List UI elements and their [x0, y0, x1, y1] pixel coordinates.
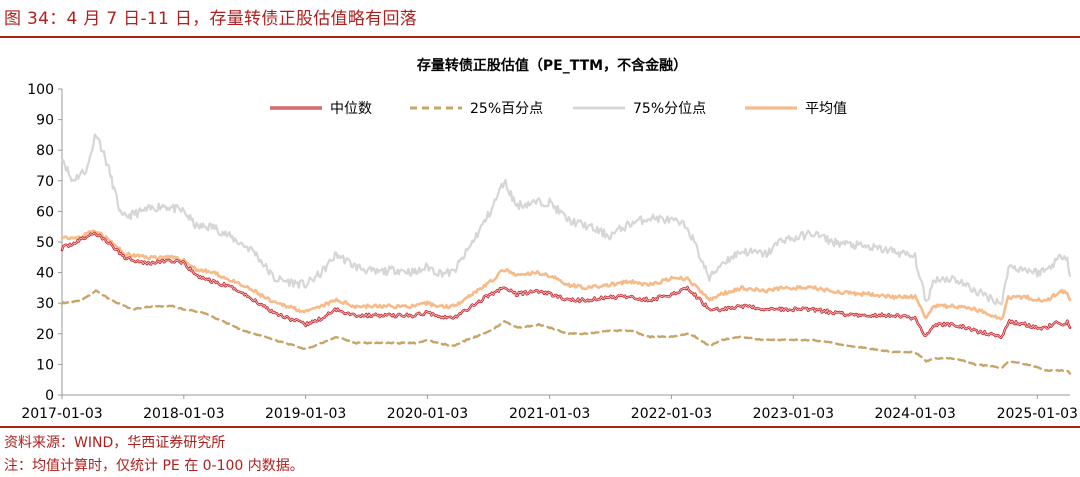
y-tick-label: 60 — [36, 204, 54, 220]
y-tick-label: 70 — [36, 174, 54, 190]
y-tick-label: 10 — [36, 357, 54, 373]
y-tick-label: 90 — [36, 113, 54, 129]
y-tick-label: 30 — [36, 296, 54, 312]
y-tick-label: 40 — [36, 266, 54, 282]
chart-title: 存量转债正股估值（PE_TTM，不含金融） — [417, 57, 687, 74]
series-layer — [60, 133, 1072, 375]
series-orange — [60, 229, 1072, 321]
x-tick-label: 2023-01-03 — [753, 406, 834, 422]
axes: 0 10 20 30 40 50 60 70 80 90 100 2017-01-03 2018-01-… — [21, 82, 1078, 422]
series-line — [60, 133, 1072, 306]
source-note: 资料来源：WIND，华西证券研究所 — [4, 435, 226, 451]
header-rule — [0, 36, 1080, 38]
legend-item: 25%百分点 — [410, 101, 543, 117]
x-tick-label: 2018-01-03 — [143, 406, 224, 422]
x-tick-label: 2020-01-03 — [387, 406, 468, 422]
series-double-red — [60, 231, 1072, 339]
y-tick-label: 100 — [27, 82, 54, 98]
legend-label: 中位数 — [330, 101, 372, 117]
series-grey — [60, 133, 1072, 306]
legend-label: 25%百分点 — [470, 101, 543, 117]
legend-item: 75%分位点 — [573, 101, 706, 117]
x-tick-label: 2019-01-03 — [265, 406, 346, 422]
series-line — [60, 229, 1072, 321]
figure-title: 图 34：4 月 7 日-11 日，存量转债正股估值略有回落 — [4, 9, 418, 29]
legend-label: 75%分位点 — [633, 101, 706, 117]
x-tick-label: 2017-01-03 — [21, 406, 102, 422]
footnote: 注：均值计算时，仅统计 PE 在 0-100 内数据。 — [4, 458, 304, 474]
x-tick-label: 2024-01-03 — [874, 406, 955, 422]
series-line-inner — [61, 232, 1071, 339]
legend-item: 中位数 — [270, 101, 372, 117]
chart-container: 存量转债正股估值（PE_TTM，不含金融） 0 10 20 30 40 50 60 70 80 9… — [0, 38, 1080, 426]
x-tick-label: 2025-01-03 — [997, 406, 1078, 422]
y-tick-label: 20 — [36, 327, 54, 343]
y-tick-label: 0 — [45, 388, 54, 404]
legend-item: 平均值 — [745, 101, 847, 117]
y-tick-label: 80 — [36, 143, 54, 159]
legend: 中位数 25%百分点 75%分位点 平均值 — [270, 101, 847, 117]
x-tick-label: 2022-01-03 — [631, 406, 712, 422]
x-tick-label: 2021-01-03 — [509, 406, 590, 422]
legend-label: 平均值 — [805, 101, 847, 117]
footer-rule — [0, 426, 1080, 428]
y-tick-label: 50 — [36, 235, 54, 251]
line-chart: 存量转债正股估值（PE_TTM，不含金融） 0 10 20 30 40 50 60 70 80 9… — [21, 57, 1078, 422]
